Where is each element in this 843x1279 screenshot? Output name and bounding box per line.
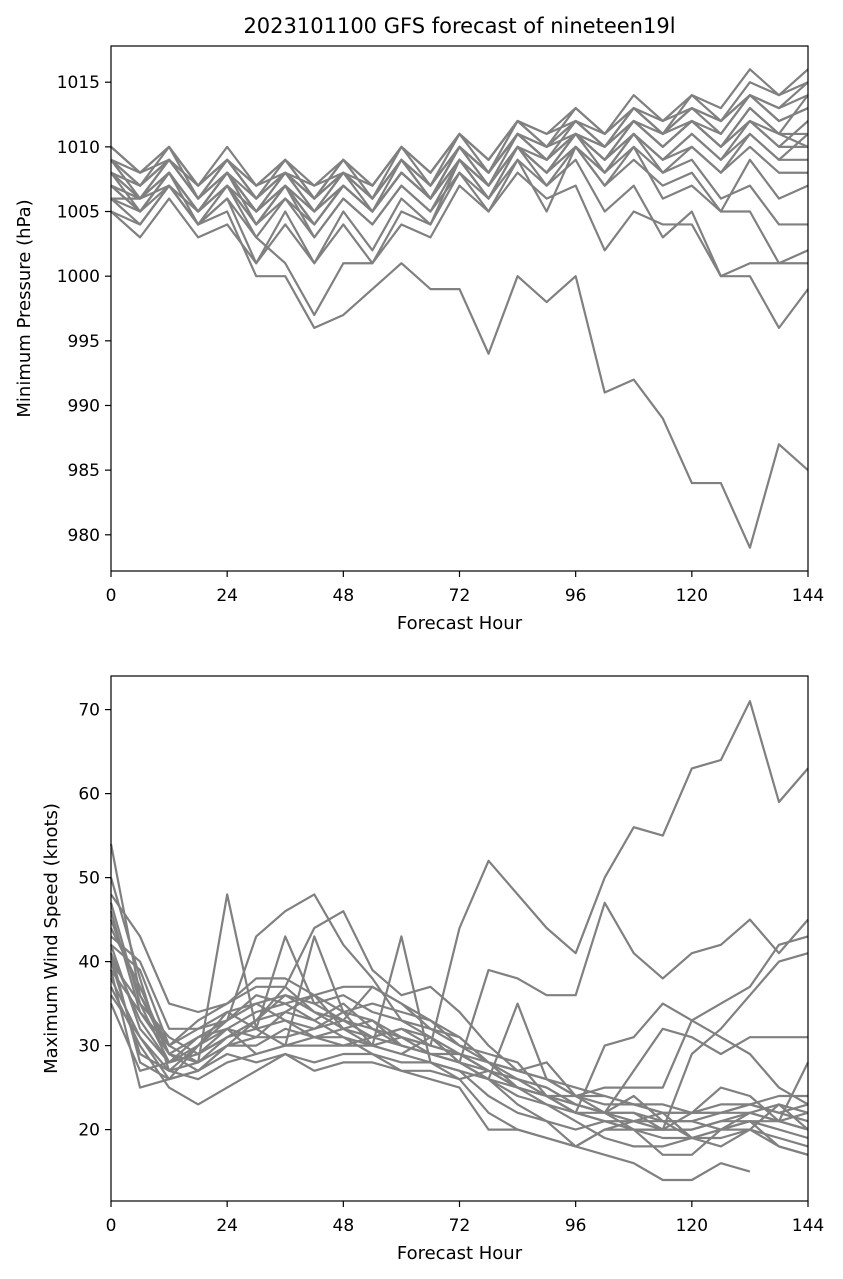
pressure-y-tick-label: 980 (68, 526, 100, 546)
wind-panel: 0 24 48 72 96 120 144 20 30 40 50 60 70 Forecast Ho… (41, 675, 824, 1264)
pressure-y-tick-label: 985 (68, 461, 100, 481)
pressure-x-axis-label: Forecast Hour (397, 613, 523, 634)
pressure-y-axis-label: Minimum Pressure (hPa) (14, 199, 35, 417)
pressure-x-tick-label: 72 (449, 586, 471, 606)
pressure-y-tick-label: 1000 (57, 267, 100, 287)
pressure-x-tick-label: 0 (106, 586, 117, 606)
wind-series-line-20 (109, 902, 809, 1114)
wind-y-tick-label: 70 (78, 701, 100, 721)
wind-y-tick-label: 30 (78, 1037, 100, 1057)
pressure-y-ticks: 980 985 990 995 1000 1005 1010 1015 (57, 73, 111, 546)
pressure-y-tick-label: 990 (68, 396, 100, 416)
wind-x-tick-label: 72 (449, 1216, 471, 1236)
pressure-x-tick-label: 144 (792, 586, 824, 606)
pressure-y-tick-label: 1010 (57, 138, 100, 158)
wind-x-tick-label: 48 (333, 1216, 355, 1236)
pressure-series-line-19 (110, 119, 808, 213)
wind-x-tick-label: 120 (676, 1216, 708, 1236)
wind-series-group (109, 700, 809, 1182)
wind-x-tick-label: 96 (565, 1216, 587, 1236)
wind-series-line-11 (110, 927, 751, 1182)
pressure-y-tick-label: 1005 (57, 203, 100, 223)
wind-y-axis-label: Maximum Wind Speed (knots) (41, 803, 62, 1074)
pressure-series-line-20 (110, 94, 809, 187)
wind-series-line-18 (109, 952, 809, 1131)
wind-series-line-19 (109, 969, 809, 1148)
wind-y-tick-label: 50 (78, 869, 100, 889)
pressure-x-tick-label: 24 (216, 586, 238, 606)
wind-x-tick-label: 24 (216, 1216, 238, 1236)
pressure-x-tick-label: 96 (565, 586, 587, 606)
chart-title: 2023101100 GFS forecast of nineteen19l (243, 14, 675, 38)
wind-series-line-7 (110, 893, 809, 1131)
pressure-panel: 2023101100 GFS forecast of nineteen19l 0… (14, 14, 824, 634)
wind-x-axis-label: Forecast Hour (397, 1243, 523, 1264)
wind-y-ticks: 20 30 40 50 60 70 (78, 701, 111, 1141)
wind-y-tick-label: 40 (78, 953, 100, 973)
wind-x-tick-label: 0 (106, 1216, 117, 1236)
pressure-x-ticks: 0 24 48 72 96 120 144 (106, 571, 824, 606)
pressure-y-tick-label: 1015 (57, 73, 100, 93)
pressure-series-line-2 (110, 184, 809, 549)
wind-x-tick-label: 144 (792, 1216, 824, 1236)
wind-x-ticks: 0 24 48 72 96 120 144 (106, 1201, 824, 1236)
pressure-series-group (110, 68, 809, 549)
pressure-y-tick-label: 995 (68, 332, 100, 352)
pressure-x-tick-label: 48 (333, 586, 355, 606)
wind-y-tick-label: 20 (78, 1121, 100, 1141)
pressure-x-tick-label: 120 (676, 586, 708, 606)
wind-y-tick-label: 60 (78, 785, 100, 805)
